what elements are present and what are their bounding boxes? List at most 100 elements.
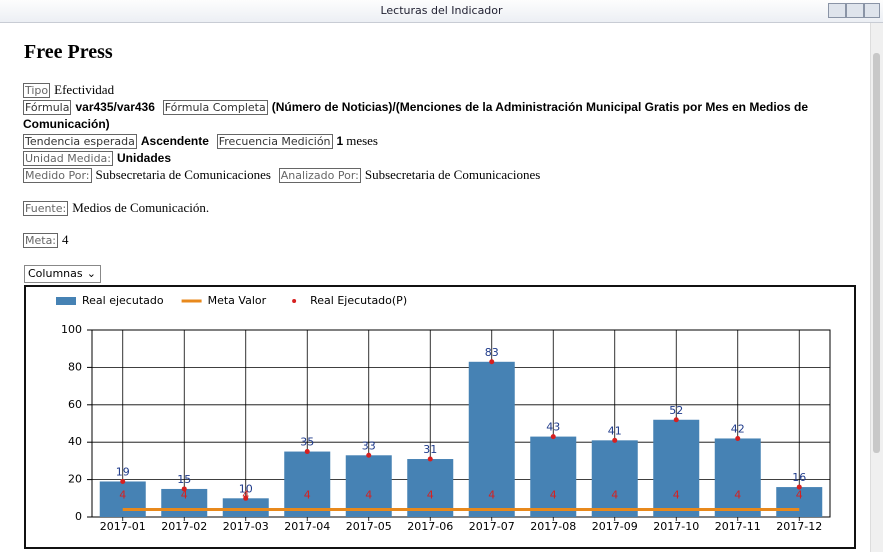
bar-value-label: 33 [362,439,376,452]
x-tick-label: 2017-08 [530,520,576,533]
point [120,478,126,484]
chart-frame: Real ejecutado Meta Valor Real Ejecutado(P… [24,285,856,549]
content: Free Press Tipo Efectividad Fórmula var435… [0,23,871,552]
field-label: Meta: [23,233,59,248]
x-tick-label: 2017-09 [592,520,638,533]
field-label: Fórmula Completa [162,100,268,115]
field-label: Tipo [23,83,51,98]
maximize-button[interactable] [846,3,864,18]
scrollbar[interactable] [870,23,883,552]
bar-value-label: 35 [300,436,314,449]
bar [591,440,638,517]
chart-type-dropdown[interactable]: Columnas ⌄ [24,265,101,283]
field-label: Fórmula [23,100,72,115]
window-title: Lecturas del Indicador [380,4,503,17]
close-button[interactable] [864,3,880,18]
bar-value-label: 19 [116,465,130,478]
x-tick-label: 2017-04 [284,520,330,533]
y-tick-label: 20 [68,473,82,486]
bar [161,488,208,517]
bar-value-label: 52 [669,404,683,417]
scroll-thumb[interactable] [873,53,880,453]
bar-value-label: 16 [792,471,806,484]
bar [468,361,515,517]
field-label: Tendencia esperada [23,134,137,149]
bar-value-label: 43 [546,421,560,434]
meta-value-label: 4 [673,489,680,502]
bar [222,498,269,517]
point [673,417,679,423]
chart: Real ejecutado Meta Valor Real Ejecutado(P… [56,294,831,533]
x-tick-label: 2017-03 [223,520,269,533]
field-row: Tendencia esperada Ascendente Frecuencia … [23,133,823,150]
minimize-button[interactable] [828,3,846,18]
field-value: var435/var436 [75,100,155,114]
bar-value-label: 31 [423,443,437,456]
bar-value-label: 15 [177,473,191,486]
field-value: Subsecretaria de Comunicaciones [95,167,271,182]
bar [407,459,454,517]
point [612,437,618,443]
meta-value-label: 4 [365,489,372,502]
point [181,486,187,492]
field-label: Analizado Por: [278,168,361,183]
meta-value-label: 4 [427,489,434,502]
field-value: Unidades [117,151,172,165]
bar [99,481,146,517]
bar-value-label: 42 [731,422,745,435]
meta-value-label: 4 [181,489,188,502]
x-tick-label: 2017-02 [161,520,207,533]
bar [714,438,761,517]
field-label: Fuente: [23,201,69,216]
point [366,452,372,458]
meta-value-label: 4 [734,489,741,502]
field-row: Medido Por: Subsecretaria de Comunicacion… [23,167,823,184]
x-tick-label: 2017-01 [100,520,146,533]
meta-value-label: 4 [488,489,495,502]
bar [776,487,823,517]
point [304,449,310,455]
field-row: Unidad Medida: Unidades [23,150,823,167]
x-tick-label: 2017-10 [653,520,699,533]
legend-label: Meta Valor [208,294,267,307]
meta-value-label: 4 [242,489,249,502]
x-tick-label: 2017-06 [407,520,453,533]
field-value: 1 [336,134,344,148]
bar-value-label: 41 [608,424,622,437]
x-tick-label: 2017-05 [346,520,392,533]
field-row: Fuente: Medios de Comunicación. [23,200,823,217]
field-unit: meses [346,133,378,148]
point [243,495,249,501]
point [550,434,556,440]
bar-value-label: 10 [239,482,253,495]
field-label: Medido Por: [23,168,92,183]
meta-value-label: 4 [611,489,618,502]
x-tick-label: 2017-07 [469,520,515,533]
y-tick-label: 0 [75,510,82,523]
meta-value-label: 4 [550,489,557,502]
legend-swatch [292,299,297,303]
x-tick-label: 2017-11 [715,520,761,533]
bar [284,451,331,517]
field-label: Unidad Medida: [23,151,114,166]
bar-value-label: 83 [485,346,499,359]
meta-value-label: 4 [796,489,803,502]
dropdown-value: Columnas [28,267,83,280]
field-row: Tipo Efectividad [23,82,823,99]
point [796,484,802,490]
point [735,435,741,441]
field-label: Frecuencia Medición [216,134,333,149]
bar [530,436,577,517]
field-value: Efectividad [54,82,115,97]
y-tick-label: 100 [61,323,82,336]
page-title: Free Press [24,41,113,63]
meta-value-label: 4 [119,489,126,502]
field-value: Subsecretaria de Comunicaciones [364,167,541,182]
field-value: 4 [62,232,69,247]
plot-border [91,329,831,518]
field-value: (Número de Noticias)/(Menciones de la Ad… [23,100,809,131]
dropdown-arrow: ⌄ [86,267,96,280]
bar [345,455,392,517]
meta-value-label: 4 [304,489,311,502]
